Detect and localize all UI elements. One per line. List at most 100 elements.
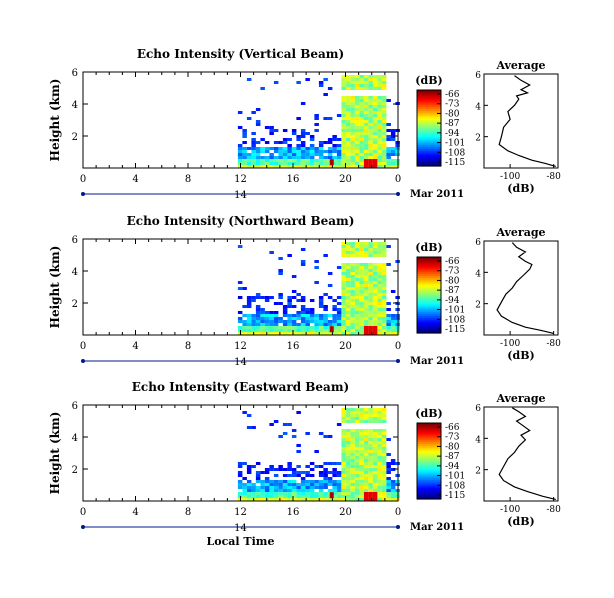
colorbar-band bbox=[417, 312, 441, 315]
colorbar-unit: (dB) bbox=[415, 241, 442, 254]
heatmap-cell bbox=[296, 311, 301, 314]
heatmap-cell bbox=[359, 411, 364, 414]
heatmap-cell bbox=[255, 462, 261, 465]
heatmap-cell bbox=[255, 486, 261, 489]
heatmap-cell bbox=[273, 314, 279, 317]
heatmap-cell bbox=[314, 159, 319, 162]
colorbar-band bbox=[417, 327, 441, 330]
heatmap-cell bbox=[368, 266, 373, 269]
heatmap-cell bbox=[273, 156, 279, 159]
colorbar-band bbox=[417, 135, 441, 139]
y-tick-label: 2 bbox=[72, 132, 78, 143]
heatmap-cell bbox=[359, 117, 364, 120]
heatmap-cell bbox=[345, 132, 351, 135]
heatmap-cell bbox=[368, 489, 373, 492]
heatmap-cell bbox=[341, 84, 346, 87]
heatmap-cell bbox=[242, 132, 247, 135]
heatmap-cell bbox=[363, 326, 369, 329]
heatmap-cell bbox=[372, 323, 378, 326]
heatmap-cell bbox=[282, 311, 288, 314]
heatmap-cell bbox=[246, 483, 252, 486]
heatmap-cell bbox=[255, 293, 261, 296]
heatmap-cell bbox=[368, 248, 373, 251]
heatmap-cell bbox=[242, 489, 247, 492]
heatmap-cell bbox=[296, 465, 301, 468]
heatmap-cell bbox=[341, 320, 346, 323]
profile-x-tick-label: -100 bbox=[500, 339, 520, 349]
date-text: Mar 2011 bbox=[410, 522, 464, 533]
heatmap-cell bbox=[354, 144, 360, 147]
colorbar-tick-label: -101 bbox=[445, 472, 465, 482]
heatmap-cell bbox=[354, 462, 360, 465]
heatmap-cell bbox=[354, 311, 360, 314]
heatmap-cell bbox=[341, 263, 346, 266]
heatmap-cell bbox=[377, 474, 382, 477]
heatmap-cell bbox=[305, 474, 310, 477]
heatmap-cell bbox=[287, 165, 292, 168]
heatmap-cell bbox=[354, 471, 360, 474]
heatmap-cell bbox=[359, 242, 364, 245]
heatmap-cell bbox=[359, 114, 364, 117]
heatmap-cell bbox=[300, 260, 306, 263]
heatmap-cell bbox=[341, 135, 346, 138]
heatmap-cell bbox=[309, 486, 315, 489]
colorbar-band bbox=[417, 262, 441, 266]
heatmap-cell bbox=[287, 474, 292, 477]
heatmap-cell bbox=[354, 126, 360, 129]
colorbar-band bbox=[417, 453, 441, 456]
heatmap-cell bbox=[381, 78, 387, 81]
heatmap-cell bbox=[336, 266, 342, 269]
heatmap-cell bbox=[386, 99, 391, 102]
heatmap-cell bbox=[377, 159, 382, 162]
heatmap-cell bbox=[363, 323, 369, 326]
heatmap-cell bbox=[359, 308, 364, 311]
heatmap-cell bbox=[363, 141, 369, 144]
heatmap-cell bbox=[359, 326, 364, 329]
heatmap-cell bbox=[273, 332, 279, 335]
heatmap-cell bbox=[242, 332, 247, 335]
heatmap-cell bbox=[345, 114, 351, 117]
heatmap-cell bbox=[363, 495, 369, 498]
heatmap-cell bbox=[318, 305, 324, 308]
heatmap-cell bbox=[341, 105, 346, 108]
heatmap-cell bbox=[251, 320, 256, 323]
heatmap-cell bbox=[363, 102, 369, 105]
heatmap-cell bbox=[300, 296, 306, 299]
heatmap-cell bbox=[314, 266, 319, 269]
heatmap-cell bbox=[269, 159, 274, 162]
heatmap-cell bbox=[354, 480, 360, 483]
heatmap-cell bbox=[341, 129, 346, 132]
heatmap-cell bbox=[354, 138, 360, 141]
heatmap-cell bbox=[350, 108, 355, 111]
heatmap-cell bbox=[269, 468, 274, 471]
heatmap-cell bbox=[359, 317, 364, 320]
colorbar-band bbox=[417, 156, 441, 159]
heatmap-cell bbox=[314, 329, 319, 332]
heatmap-cell bbox=[314, 147, 319, 150]
heatmap-cell bbox=[372, 156, 378, 159]
heatmap-cell bbox=[345, 153, 351, 156]
x-tick-label: 12 bbox=[234, 174, 247, 185]
heatmap-cell bbox=[345, 245, 351, 248]
heatmap-cell bbox=[305, 317, 310, 320]
heatmap-cell bbox=[287, 153, 292, 156]
heatmap-cell bbox=[368, 245, 373, 248]
heatmap-cell bbox=[372, 96, 378, 99]
heatmap-cell bbox=[264, 492, 270, 495]
heatmap-cell bbox=[300, 320, 306, 323]
date-text: Mar 2011 bbox=[410, 189, 464, 200]
heatmap-cell bbox=[282, 468, 288, 471]
heatmap-cell bbox=[341, 290, 346, 293]
heatmap-cell bbox=[255, 147, 261, 150]
colorbar-tick-label: -73 bbox=[445, 100, 460, 110]
heatmap-cell bbox=[381, 492, 387, 495]
heatmap-cell bbox=[296, 317, 301, 320]
colorbar-band bbox=[417, 470, 441, 473]
heatmap-cell bbox=[287, 156, 292, 159]
heatmap-cell bbox=[377, 108, 382, 111]
heatmap-cell bbox=[368, 441, 373, 444]
heatmap-cell bbox=[345, 471, 351, 474]
heatmap-cell bbox=[309, 495, 315, 498]
heatmap-cell bbox=[255, 492, 261, 495]
heatmap-cell bbox=[242, 314, 247, 317]
